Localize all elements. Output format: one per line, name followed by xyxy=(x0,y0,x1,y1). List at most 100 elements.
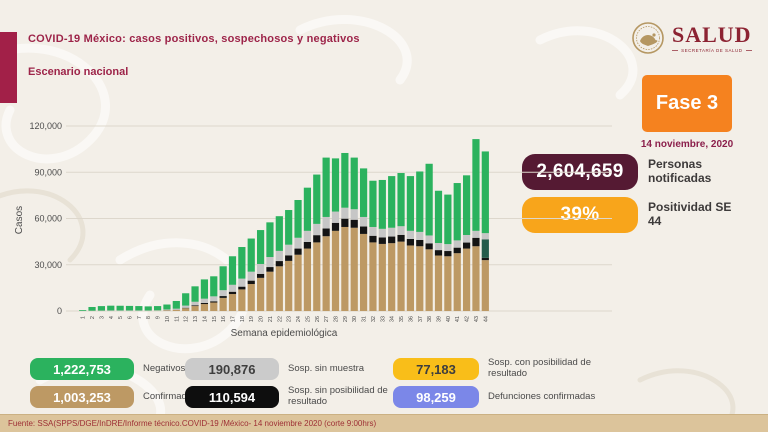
bar-week-41-segment xyxy=(453,183,461,241)
bar-week-18-segment xyxy=(238,278,246,287)
bar-week-39-segment xyxy=(434,190,443,244)
bar-week-10-segment xyxy=(163,304,171,310)
x-tick-label: 44 xyxy=(483,316,489,322)
bar-week-40-segment xyxy=(444,256,452,311)
bar-week-43-segment xyxy=(472,230,480,238)
bar-week-15-segment xyxy=(210,302,218,311)
bar-week-32-segment xyxy=(369,235,377,243)
bar-week-17-segment xyxy=(228,294,237,311)
x-tick-label: 3 xyxy=(99,316,105,319)
bar-week-25-segment xyxy=(303,248,312,311)
bar-week-32-segment xyxy=(369,180,377,227)
bar-week-31-segment xyxy=(359,226,368,234)
bar-week-15-segment xyxy=(210,301,218,303)
bar-week-36-segment xyxy=(406,245,415,311)
bar-week-21-segment xyxy=(266,271,274,311)
legend-chip: 110,594 xyxy=(185,386,279,408)
x-tick-label: 26 xyxy=(315,316,321,322)
bar-week-28-segment xyxy=(331,211,340,223)
bar-week-18-segment xyxy=(238,247,246,279)
chart-legend: 1,222,753 Negativos 190,876 Sosp. sin mu… xyxy=(30,357,633,408)
bar-week-19-segment xyxy=(247,280,255,285)
bar-week-16-segment xyxy=(219,296,227,298)
bar-week-17-segment xyxy=(228,291,237,295)
x-tick-label: 12 xyxy=(184,316,190,322)
bar-week-19-segment xyxy=(247,238,255,272)
bar-week-35-segment xyxy=(397,173,405,227)
bar-week-38-segment xyxy=(425,235,433,244)
phase-badge: Fase 3 xyxy=(642,75,732,132)
bar-week-42-segment xyxy=(462,242,471,249)
logo-subtext: SECRETARÍA DE SALUD xyxy=(681,47,743,53)
bar-week-44-segment xyxy=(481,151,489,234)
bar-week-32-segment xyxy=(369,242,377,311)
legend-item-negativos: 1,222,753 Negativos xyxy=(30,358,185,380)
legend-item-confirmados: 1,003,253 Confirmados xyxy=(30,386,197,408)
x-tick-label: 36 xyxy=(408,316,414,322)
bar-week-29-segment xyxy=(341,218,349,227)
bar-week-37-segment xyxy=(416,246,424,311)
bar-week-32-segment xyxy=(369,226,377,236)
bar-week-28-segment xyxy=(331,158,340,212)
bar-week-34-segment xyxy=(388,176,396,228)
bar-week-13-segment xyxy=(191,286,199,302)
bar-week-23-segment xyxy=(285,255,293,261)
bar-week-12-segment xyxy=(182,305,190,308)
legend-item-defunciones: 98,259 Defunciones confirmadas xyxy=(393,386,633,408)
bar-week-33-segment xyxy=(378,228,386,238)
bar-week-39-segment xyxy=(434,243,443,251)
x-tick-label: 14 xyxy=(202,316,208,322)
stat-positividad: 39% Positividad SE 44 xyxy=(522,197,732,233)
y-tick-label: 0 xyxy=(57,306,62,316)
x-tick-label: 42 xyxy=(465,316,471,322)
x-tick-label: 35 xyxy=(399,316,405,322)
bar-week-18-segment xyxy=(238,286,246,290)
bar-week-35-segment xyxy=(397,234,405,242)
bar-week-14-segment xyxy=(200,298,209,303)
y-axis-title: Casos xyxy=(14,206,25,234)
bar-week-44-segment xyxy=(481,260,489,312)
bar-week-19-segment xyxy=(247,271,255,281)
bar-week-13-segment xyxy=(191,301,199,306)
bar-week-22-segment xyxy=(275,266,283,311)
bar-week-26-segment xyxy=(313,223,321,236)
bar-week-28-segment xyxy=(331,222,340,231)
bar-week-11-segment xyxy=(172,309,180,311)
legend-chip: 98,259 xyxy=(393,386,479,408)
salud-logo: SALUD SECRETARÍA DE SALUD xyxy=(630,20,752,56)
bar-week-16-segment xyxy=(219,266,227,291)
bar-week-27-segment xyxy=(322,216,330,229)
bar-week-14-segment xyxy=(200,279,209,299)
bar-week-22-segment xyxy=(275,216,283,251)
x-tick-label: 19 xyxy=(249,316,255,322)
bar-week-5-segment xyxy=(116,305,124,311)
bar-week-9-segment xyxy=(153,306,162,311)
bar-week-6-segment xyxy=(125,305,134,311)
source-footer: Fuente: SSA(SPPS/DGE/InDRE/Informe técni… xyxy=(0,414,768,432)
bar-week-11-segment xyxy=(172,300,180,309)
bar-week-34-segment xyxy=(388,227,396,237)
bar-week-16-segment xyxy=(219,290,227,297)
bar-week-11-segment xyxy=(172,308,180,310)
x-tick-label: 22 xyxy=(277,316,283,322)
bar-week-29-segment xyxy=(341,207,349,219)
x-tick-label: 4 xyxy=(109,316,115,319)
x-tick-label: 34 xyxy=(390,316,396,322)
bar-week-20-segment xyxy=(256,277,265,311)
x-tick-label: 9 xyxy=(156,316,162,319)
bar-week-24-segment xyxy=(294,254,302,311)
bar-week-42-segment xyxy=(462,235,471,243)
bar-week-19-segment xyxy=(247,284,255,311)
bar-week-17-segment xyxy=(228,284,237,292)
bar-week-20-segment xyxy=(256,263,265,274)
bar-week-15-segment xyxy=(210,276,218,297)
bar-week-43-segment xyxy=(472,139,480,231)
logo-wordmark: SALUD xyxy=(672,21,752,47)
bar-week-23-segment xyxy=(285,260,293,311)
x-tick-label: 32 xyxy=(371,316,377,322)
y-tick-label: 30,000 xyxy=(34,260,62,270)
bar-week-24-segment xyxy=(294,237,302,249)
x-tick-label: 16 xyxy=(221,316,227,322)
